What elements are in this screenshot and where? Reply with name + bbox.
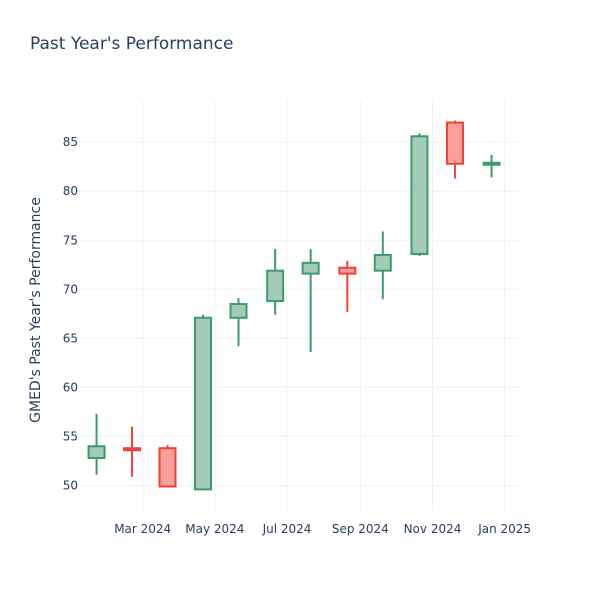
y-tick-label: 70	[63, 282, 78, 296]
tick-layer: Mar 2024 May 2024 Jul 2024 Sep 2024 Nov 2024…	[63, 135, 531, 536]
y-tick-label: 80	[63, 184, 78, 198]
x-tick-label: Jan 2025	[477, 522, 531, 536]
candle-increasing	[194, 314, 213, 491]
candle-decreasing	[445, 120, 464, 179]
candle-layer	[87, 120, 501, 491]
candle-body	[87, 445, 106, 460]
chart-title: Past Year's Performance	[30, 34, 234, 54]
y-tick-label: 85	[63, 135, 78, 149]
candle-body	[373, 253, 392, 272]
x-tick-label: Mar 2024	[114, 522, 171, 536]
candle-body	[266, 269, 285, 303]
candle-increasing	[373, 231, 392, 300]
y-tick-label: 75	[63, 233, 78, 247]
candle-increasing	[87, 413, 106, 475]
candle-body	[194, 316, 213, 491]
candle-decreasing	[158, 445, 177, 488]
candle-body	[301, 261, 320, 275]
y-axis-title: GMED's Past Year's Performance	[28, 197, 44, 423]
candle-increasing	[301, 249, 320, 353]
candle-decreasing	[338, 260, 357, 312]
candle-increasing	[229, 298, 248, 347]
y-tick-label: 65	[63, 331, 78, 345]
candle-decreasing	[123, 426, 142, 477]
candle-body	[123, 447, 142, 452]
candle-body	[410, 135, 429, 255]
candle-increasing	[266, 249, 285, 315]
x-tick-label: Sep 2024	[332, 522, 389, 536]
candle-body	[158, 447, 177, 488]
grid-layer	[80, 100, 520, 510]
y-tick-label: 55	[63, 429, 78, 443]
x-tick-label: May 2024	[185, 522, 244, 536]
candle-body	[229, 303, 248, 319]
y-tick-label: 60	[63, 380, 78, 394]
x-tick-label: Nov 2024	[404, 522, 462, 536]
candle-body	[338, 266, 357, 275]
candle-increasing	[410, 133, 429, 256]
y-tick-label: 50	[63, 478, 78, 492]
candle-body	[482, 161, 501, 166]
candle-body	[445, 121, 464, 165]
x-tick-label: Jul 2024	[262, 522, 312, 536]
candle-increasing	[482, 154, 501, 178]
